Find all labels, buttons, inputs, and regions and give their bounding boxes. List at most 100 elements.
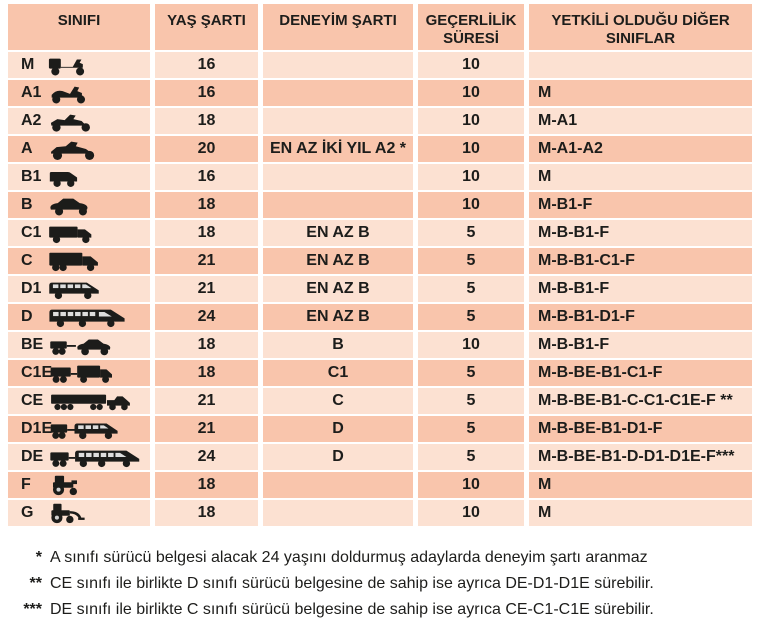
- cell-validity: 5: [418, 304, 524, 330]
- cell-class: DE: [8, 444, 150, 470]
- motorcycle-icon: [48, 110, 96, 132]
- cell-authorized: M-B-BE-B1-D1-F: [529, 416, 752, 442]
- footnote-text: DE sınıfı ile birlikte C sınıfı sürücü b…: [50, 601, 654, 618]
- table-row: C1E 18 C1 5 M-B-BE-B1-C1-F: [8, 360, 752, 386]
- car-icon: [48, 194, 94, 216]
- cell-validity: 10: [418, 332, 524, 358]
- table-row: G 18 10 M: [8, 500, 752, 526]
- cell-experience: [263, 472, 413, 498]
- footnote-marker: *: [35, 549, 42, 566]
- cell-authorized: M-B-BE-B1-C1-F: [529, 360, 752, 386]
- cell-authorized: M: [529, 164, 752, 190]
- minibus-icon: [48, 278, 100, 300]
- cell-class: D: [8, 304, 150, 330]
- cell-age: 16: [155, 164, 258, 190]
- class-label: D: [21, 308, 33, 325]
- cell-authorized: M-B1-F: [529, 192, 752, 218]
- cell-validity: 10: [418, 192, 524, 218]
- cell-age: 21: [155, 276, 258, 302]
- bus-trailer-icon: [48, 446, 148, 468]
- truck-icon: [48, 250, 102, 272]
- cell-validity: 10: [418, 108, 524, 134]
- work-machine-icon: [48, 501, 88, 525]
- cell-class: F: [8, 472, 150, 498]
- cell-age: 16: [155, 52, 258, 78]
- class-label: C: [21, 252, 33, 269]
- table-row: D 24 EN AZ B 5 M-B-B1-D1-F: [8, 304, 752, 330]
- cell-class: C1: [8, 220, 150, 246]
- class-label: C1: [21, 224, 42, 241]
- header-authorized: YETKİLİ OLDUĞU DİĞER SINIFLAR: [529, 4, 752, 50]
- cell-age: 18: [155, 220, 258, 246]
- cell-validity: 10: [418, 136, 524, 162]
- moped-icon: [48, 54, 92, 76]
- cell-authorized: M-A1: [529, 108, 752, 134]
- table-row: CE 21 C 5 M-B-BE-B1-C-C1-C1E-F **: [8, 388, 752, 414]
- class-label: B: [21, 196, 33, 213]
- cell-experience: [263, 52, 413, 78]
- class-label: D1E: [21, 420, 53, 437]
- cell-class: A1: [8, 80, 150, 106]
- cell-validity: 10: [418, 164, 524, 190]
- cell-authorized: M: [529, 472, 752, 498]
- table-row: DE 24 D 5 M-B-BE-B1-D-D1-D1E-F***: [8, 444, 752, 470]
- cell-experience: EN AZ B: [263, 248, 413, 274]
- header-age: YAŞ ŞARTI: [155, 4, 258, 50]
- cell-experience: [263, 108, 413, 134]
- cell-validity: 10: [418, 472, 524, 498]
- minibus-trailer-icon: [48, 418, 134, 440]
- van-icon: [48, 166, 88, 188]
- header-class: SINIFI: [8, 4, 150, 50]
- heavy-motorcycle-icon: [48, 138, 100, 160]
- cell-validity: 5: [418, 220, 524, 246]
- header-experience: DENEYİM ŞARTI: [263, 4, 413, 50]
- cell-experience: [263, 80, 413, 106]
- cell-class: C1E: [8, 360, 150, 386]
- class-label: DE: [21, 448, 44, 465]
- class-label: G: [21, 504, 34, 521]
- cell-age: 24: [155, 444, 258, 470]
- cell-class: A2: [8, 108, 150, 134]
- small-truck-trailer-icon: [48, 362, 132, 384]
- header-validity: GEÇERLİLİK SÜRESİ: [418, 4, 524, 50]
- cell-class: D1E: [8, 416, 150, 442]
- cell-authorized: M-B-BE-B1-D-D1-D1E-F***: [529, 444, 752, 470]
- cell-authorized: M: [529, 500, 752, 526]
- cell-class: BE: [8, 332, 150, 358]
- cell-experience: EN AZ B: [263, 304, 413, 330]
- footnote: *** DE sınıfı ile birlikte C sınıfı sürüc…: [0, 597, 768, 622]
- cell-age: 18: [155, 472, 258, 498]
- cell-age: 21: [155, 248, 258, 274]
- cell-class: CE: [8, 388, 150, 414]
- cell-class: C: [8, 248, 150, 274]
- cell-experience: EN AZ B: [263, 220, 413, 246]
- cell-class: D1: [8, 276, 150, 302]
- cell-validity: 5: [418, 248, 524, 274]
- table-row: M 16 10: [8, 52, 752, 78]
- table-body: M 16 10 A1 16 10 M A2 18 10 M-A1 A 20 EN AZ İKİ YIL A…: [8, 52, 752, 526]
- cell-authorized: M-B-B1-F: [529, 220, 752, 246]
- cell-experience: [263, 500, 413, 526]
- cell-experience: [263, 164, 413, 190]
- cell-experience: D: [263, 416, 413, 442]
- car-trailer-icon: [48, 334, 124, 356]
- footnote-text: A sınıfı sürücü belgesi alacak 24 yaşını…: [50, 549, 648, 566]
- footnote: ** CE sınıfı ile birlikte D sınıfı sürücü…: [0, 571, 768, 597]
- cell-age: 20: [155, 136, 258, 162]
- cell-validity: 5: [418, 388, 524, 414]
- cell-authorized: M-B-B1-F: [529, 276, 752, 302]
- footnote: * A sınıfı sürücü belgesi alacak 24 yaşın…: [0, 545, 768, 571]
- class-label: F: [21, 476, 31, 493]
- cell-authorized: [529, 52, 752, 78]
- tractor-icon: [48, 473, 82, 497]
- cell-age: 18: [155, 192, 258, 218]
- cell-class: B1: [8, 164, 150, 190]
- table-row: D1E 21 D 5 M-B-BE-B1-D1-F: [8, 416, 752, 442]
- cell-age: 18: [155, 332, 258, 358]
- cell-validity: 10: [418, 52, 524, 78]
- cell-age: 24: [155, 304, 258, 330]
- cell-age: 18: [155, 360, 258, 386]
- cell-authorized: M-B-B1-F: [529, 332, 752, 358]
- table-row: F 18 10 M: [8, 472, 752, 498]
- table-row: C 21 EN AZ B 5 M-B-B1-C1-F: [8, 248, 752, 274]
